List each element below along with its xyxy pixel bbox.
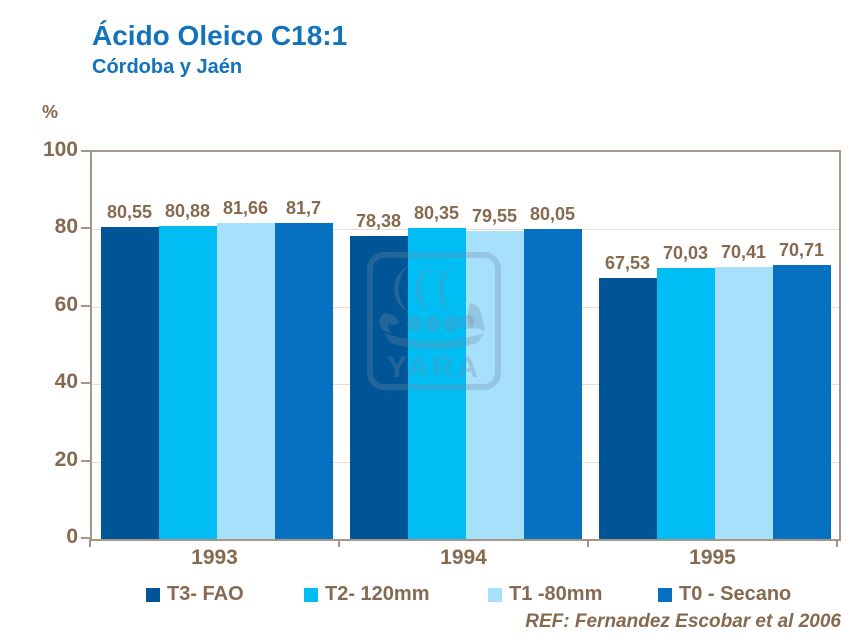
bar-value-label: 70,03 (662, 242, 709, 263)
bar-value-label: 80,88 (164, 201, 211, 221)
bar-value-label: 81,66 (222, 197, 269, 218)
bar-group-1994: 78,38 80,35 79,55 80,05 (341, 152, 590, 539)
y-axis-unit-label: % (42, 102, 59, 122)
bar-group-1993: 80,55 80,88 81,66 81,7 (92, 152, 341, 539)
legend-item-T0-Secano: T0 - Secano (658, 583, 791, 606)
legend-label: T0 - Secano (679, 583, 792, 605)
y-axis-tick-mark (81, 150, 90, 152)
y-axis-tick-label: 60 (54, 292, 78, 316)
bar-1994-T2-120mm: 80,35 (407, 203, 466, 539)
legend-label: T1 -80mm (509, 583, 603, 605)
bar-group-1995: 67,53 70,03 70,41 70,71 (590, 152, 839, 539)
bar-value-label: 78,38 (355, 210, 402, 231)
x-axis-category-label: 1993 (191, 546, 238, 569)
bar-1995-T2-120mm: 70,03 (656, 243, 715, 539)
bar-1993-T0-Secano: 81,7 (274, 198, 333, 539)
bar-1994-T1-80mm: 79,55 (465, 206, 524, 539)
x-axis-tick-mark (836, 539, 838, 547)
chart-subtitle: Córdoba y Jaén (92, 56, 243, 78)
legend-color-swatch (146, 587, 160, 602)
bar-value-label: 70,71 (778, 240, 825, 261)
reference-citation: REF: Fernandez Escobar et al 2006 (525, 611, 841, 632)
y-axis-tick-label: 100 (42, 138, 78, 161)
y-axis-tick-mark (81, 382, 90, 385)
chart-title: Ácido Oleico C18:1 (92, 20, 348, 51)
bar-1995-T1-80mm: 70,41 (714, 242, 773, 539)
bar-value-label: 80,55 (106, 202, 153, 223)
bar-value-label: 81,7 (285, 197, 322, 218)
bar-1994-T0-Secano: 80,05 (523, 204, 582, 539)
legend-label: T3- FAO (167, 583, 244, 605)
bar-1993-T3-FAO: 80,55 (100, 202, 159, 539)
x-axis-tick-mark (338, 539, 340, 547)
bar-value-label: 79,55 (471, 206, 518, 227)
y-axis-tick-mark (81, 459, 90, 462)
y-axis-tick-mark (81, 304, 90, 307)
x-axis-tick-mark (587, 539, 589, 547)
bar-1995-T0-Secano: 70,71 (772, 240, 831, 539)
y-axis-tick-label: 80 (54, 215, 78, 239)
x-axis-category-label: 1995 (689, 546, 736, 569)
y-axis-tick-label: 0 (66, 525, 78, 548)
bar-value-label: 80,05 (529, 204, 576, 225)
bar-value-label: 67,53 (604, 252, 651, 273)
legend-color-swatch (304, 587, 318, 602)
x-axis-tick-mark (89, 539, 91, 547)
gridline-80 (92, 229, 839, 231)
legend-item-T3-FAO: T3- FAO (146, 583, 244, 606)
bar-1994-T3-FAO: 78,38 (349, 211, 408, 539)
x-axis-category-label: 1994 (440, 546, 487, 569)
bar-value-label: 70,41 (720, 241, 767, 262)
bar-1993-T2-120mm: 80,88 (158, 201, 217, 539)
bar-value-label: 80,35 (413, 203, 460, 224)
bar-1993-T1-80mm: 81,66 (216, 198, 275, 539)
legend-item-T2-120mm: T2- 120mm (304, 583, 430, 606)
plot-area: 80,55 80,88 81,66 81,7 78,38 80,35 79,55 80,05 6… (90, 150, 841, 541)
y-axis-tick-mark (81, 537, 90, 539)
y-axis-tick-mark (81, 227, 90, 230)
legend-color-swatch (488, 587, 502, 602)
y-axis-tick-label: 20 (54, 447, 78, 471)
y-axis-tick-label: 40 (54, 370, 78, 394)
legend-item-T1-80mm: T1 -80mm (488, 583, 602, 606)
bar-1995-T3-FAO: 67,53 (598, 253, 657, 539)
legend-color-swatch (658, 587, 672, 602)
legend-label: T2- 120mm (325, 583, 430, 605)
